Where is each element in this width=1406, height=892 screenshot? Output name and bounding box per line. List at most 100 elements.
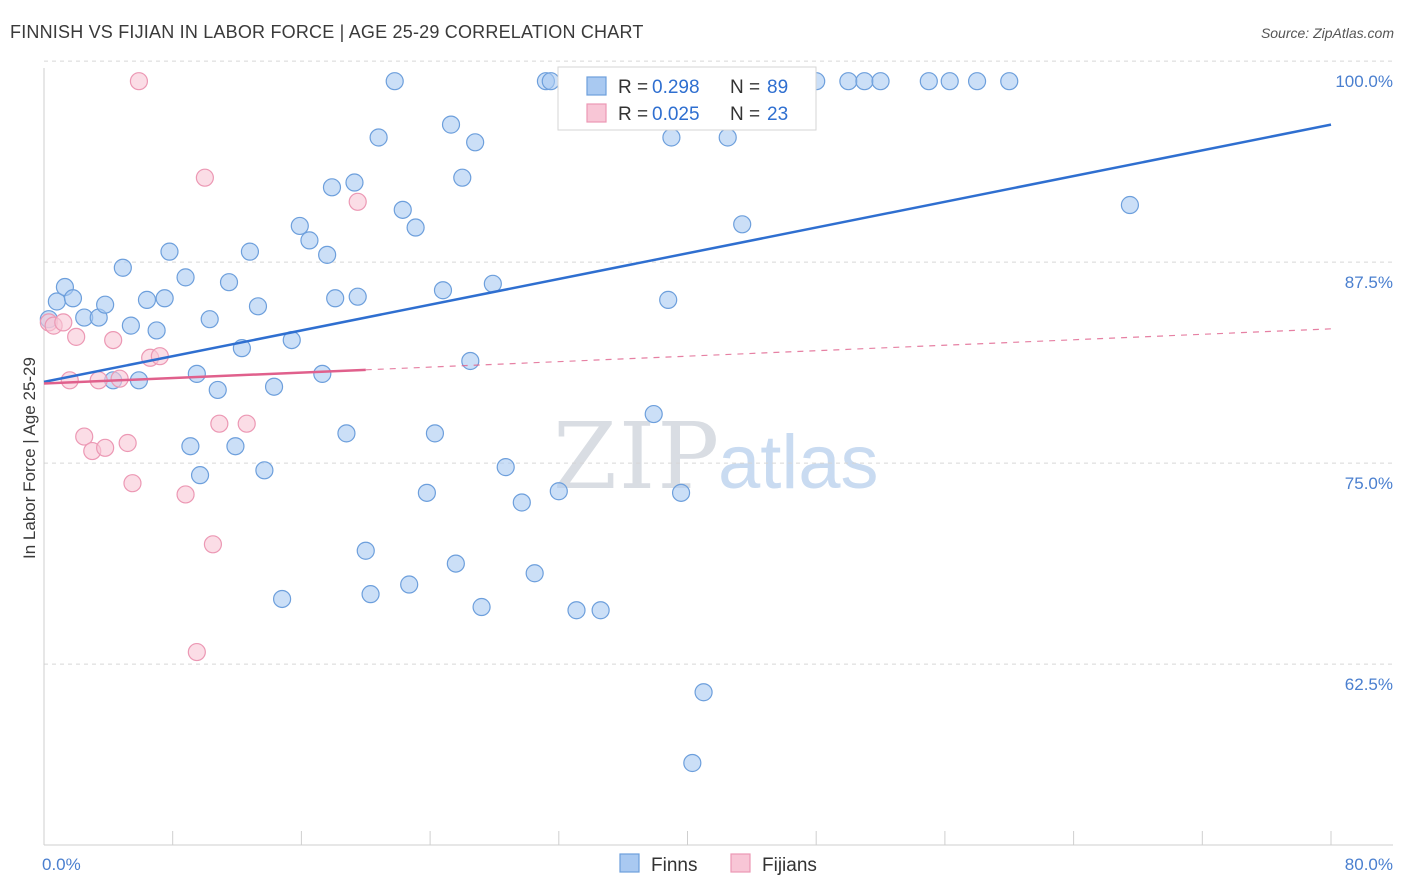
- point-finns: [345, 173, 364, 192]
- point-finns: [96, 295, 115, 314]
- point-finns: [549, 482, 568, 501]
- point-fijians: [203, 535, 223, 554]
- stats-n-value: 23: [767, 104, 788, 125]
- legend-label-fijians: Fijians: [762, 855, 817, 876]
- point-finns: [441, 115, 461, 134]
- point-finns: [63, 289, 83, 308]
- point-fijians: [348, 192, 367, 211]
- point-finns: [240, 242, 260, 261]
- point-finns: [683, 753, 702, 773]
- chart-title: FINNISH VS FIJIAN IN LABOR FORCE | AGE 2…: [10, 22, 644, 42]
- point-finns: [248, 297, 268, 316]
- point-finns: [1120, 195, 1140, 215]
- trend-line-finns: [43, 123, 1332, 384]
- point-finns: [694, 683, 713, 702]
- watermark-atlas: atlas: [718, 420, 879, 505]
- stats-n-label: N =: [730, 77, 760, 98]
- point-finns: [369, 128, 388, 147]
- point-finns: [400, 575, 419, 594]
- point-fijians: [118, 433, 137, 453]
- legend-swatch-fijians: [730, 853, 751, 873]
- point-finns: [264, 377, 284, 396]
- point-finns: [940, 72, 959, 91]
- point-fijians: [123, 474, 142, 493]
- point-finns: [137, 290, 157, 309]
- stats-swatch-fijians: [586, 103, 607, 123]
- point-fijians: [176, 485, 195, 504]
- point-finns: [919, 72, 938, 91]
- x-tick-label: 0.0%: [42, 855, 81, 874]
- point-finns: [113, 258, 132, 277]
- point-finns: [512, 493, 531, 512]
- point-finns: [160, 242, 179, 261]
- point-finns: [662, 128, 681, 147]
- point-finns: [1000, 72, 1019, 91]
- point-finns: [453, 168, 472, 187]
- point-fijians: [110, 369, 129, 388]
- stats-r-value: 0.298: [652, 77, 700, 98]
- point-finns: [472, 597, 491, 617]
- watermark-zip: ZIP: [553, 403, 721, 510]
- point-finns: [591, 601, 610, 620]
- stats-r-label: R =: [618, 104, 648, 125]
- point-finns: [659, 290, 678, 309]
- point-finns: [718, 128, 737, 147]
- source-label: Source: ZipAtlas.com: [1260, 25, 1394, 41]
- axes: [43, 68, 1393, 846]
- point-finns: [290, 216, 309, 236]
- point-finns: [200, 310, 219, 329]
- stats-n-value: 89: [767, 77, 788, 98]
- point-finns: [121, 316, 140, 335]
- trend-line-dashed-fijians: [365, 328, 1332, 371]
- y-tick-label: 62.5%: [1345, 675, 1393, 694]
- point-finns: [839, 72, 858, 91]
- stats-r-label: R =: [618, 77, 648, 98]
- point-finns: [255, 461, 274, 480]
- point-finns: [967, 72, 987, 91]
- point-finns: [733, 215, 752, 234]
- point-finns: [272, 589, 292, 609]
- point-finns: [300, 231, 319, 250]
- point-finns: [348, 287, 367, 306]
- point-finns: [567, 601, 586, 620]
- point-fijians: [129, 72, 149, 91]
- legend-label-finns: Finns: [651, 855, 697, 876]
- point-finns: [644, 404, 663, 424]
- point-finns: [326, 289, 345, 308]
- point-fijians: [195, 168, 214, 187]
- point-finns: [361, 585, 380, 604]
- point-finns: [337, 424, 356, 443]
- point-finns: [671, 483, 691, 502]
- point-finns: [318, 245, 337, 264]
- point-finns: [176, 268, 195, 287]
- point-fijians: [237, 414, 256, 433]
- point-finns: [466, 133, 485, 152]
- point-finns: [187, 364, 206, 383]
- stats-swatch-finns: [586, 76, 607, 96]
- point-finns: [855, 72, 874, 91]
- point-finns: [181, 437, 200, 456]
- point-finns: [525, 564, 544, 583]
- point-finns: [393, 200, 412, 219]
- point-fijians: [187, 642, 206, 662]
- point-finns: [433, 281, 453, 300]
- point-finns: [446, 554, 465, 573]
- point-finns: [496, 458, 515, 477]
- point-finns: [322, 178, 342, 197]
- x-tick-label: 80.0%: [1345, 855, 1393, 874]
- point-finns: [155, 289, 174, 308]
- point-finns: [219, 273, 239, 292]
- point-finns: [461, 351, 480, 371]
- point-fijians: [96, 438, 115, 457]
- y-tick-label: 87.5%: [1345, 273, 1393, 292]
- point-finns: [356, 541, 375, 560]
- point-fijians: [150, 347, 169, 366]
- point-fijians: [210, 414, 229, 433]
- point-finns: [190, 466, 210, 485]
- point-finns: [417, 483, 436, 502]
- watermark: ZIP atlas: [553, 403, 879, 510]
- point-finns: [208, 380, 227, 400]
- trend-lines: [43, 123, 1332, 385]
- trend-line-fijians: [43, 368, 366, 385]
